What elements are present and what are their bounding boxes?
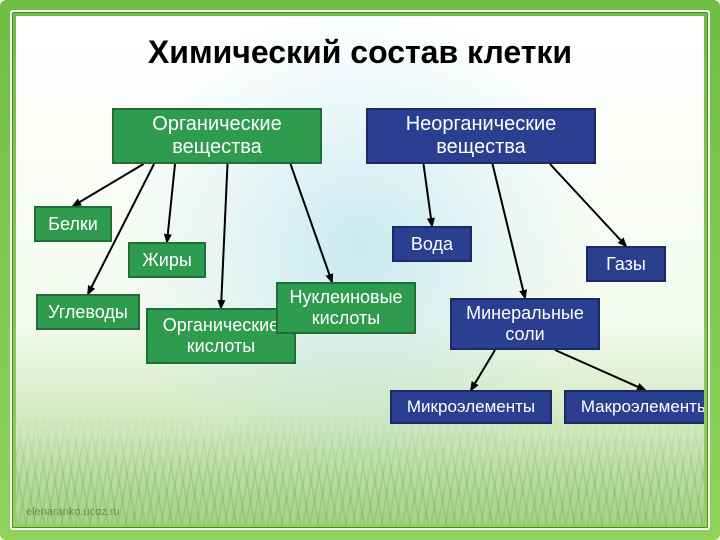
edge-organic-org_acids [221, 164, 228, 308]
slide-canvas: Химический состав клетки Органические ве… [16, 16, 704, 524]
node-minerals: Минеральные соли [450, 298, 600, 350]
edge-inorganic-minerals [493, 164, 526, 298]
edge-inorganic-gases [550, 164, 626, 246]
edge-organic-nucleic [291, 164, 333, 282]
frame-inner: Химический состав клетки Органические ве… [10, 10, 710, 530]
edge-minerals-macro [555, 350, 645, 390]
watermark: elenaranko.ucoz.ru [26, 506, 120, 518]
node-water: Вода [392, 226, 472, 262]
edge-organic-proteins [73, 164, 144, 206]
node-carbs: Углеводы [36, 294, 140, 330]
frame-outer: Химический состав клетки Органические ве… [0, 0, 720, 540]
node-micro: Микроэлементы [390, 390, 552, 424]
node-gases: Газы [586, 246, 666, 282]
node-nucleic: Нуклеиновые кислоты [276, 282, 416, 334]
node-organic: Органические вещества [112, 108, 322, 164]
edge-inorganic-water [424, 164, 433, 226]
node-fats: Жиры [128, 242, 206, 278]
node-org_acids: Органические кислоты [146, 308, 296, 364]
node-macro: Макроэлементы [564, 390, 704, 424]
edge-minerals-micro [471, 350, 495, 390]
edge-organic-fats [167, 164, 175, 242]
node-proteins: Белки [34, 206, 112, 242]
node-inorganic: Неорганические вещества [366, 108, 596, 164]
